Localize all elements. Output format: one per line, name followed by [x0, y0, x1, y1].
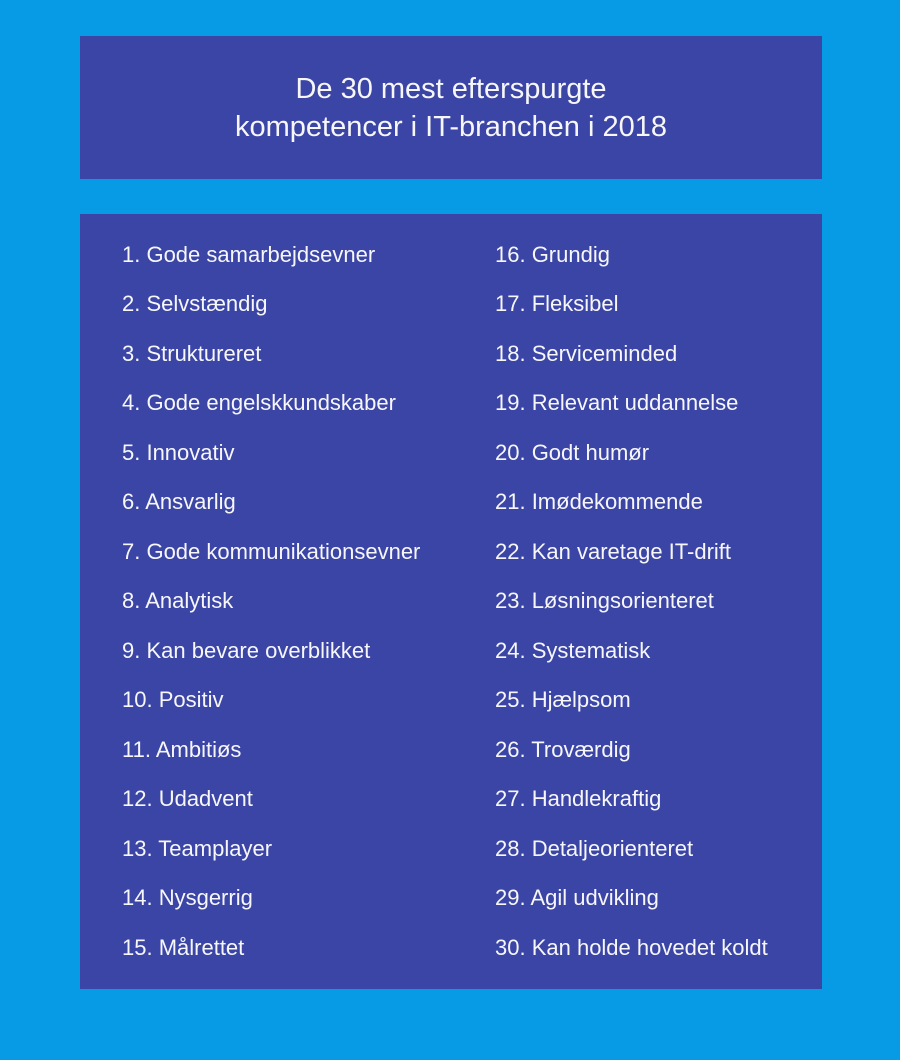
list-item: 6. Ansvarlig — [122, 489, 236, 515]
list-item: 20. Godt humør — [495, 439, 650, 465]
list-item: 10. Positiv — [122, 687, 224, 713]
list-item: 4. Gode engelskkundskaber — [122, 390, 396, 416]
list-item: 13. Teamplayer — [122, 835, 273, 861]
list-item: 14. Nysgerrig — [122, 885, 253, 911]
page-background: { "header": { "title_line1": "De 30 mest… — [0, 36, 900, 1060]
list-item: 21. Imødekommende — [495, 489, 703, 515]
list-item: 9. Kan bevare overblikket — [122, 637, 371, 663]
list-item: 7. Gode kommunikationsevner — [122, 538, 421, 564]
list-item: 8. Analytisk — [122, 588, 234, 614]
list-item: 28. Detaljeorienteret — [495, 835, 694, 861]
list-item: 12. Udadvent — [122, 786, 253, 812]
page-title-line2: kompetencer i IT-branchen i 2018 — [234, 110, 668, 143]
column-left: 1. Gode samarbejdsevner 2. Selvstændig 3. … — [122, 230, 495, 989]
list-item: 22. Kan varetage IT-drift — [495, 538, 732, 564]
list-item: 15. Målrettet — [122, 934, 245, 960]
list-item: 25. Hjælpsom — [495, 687, 631, 713]
list-item: 26. Troværdig — [495, 736, 631, 762]
list-item: 17. Fleksibel — [495, 291, 619, 317]
list-item: 2. Selvstændig — [122, 291, 268, 317]
list-item: 24. Systematisk — [495, 637, 651, 663]
list-item: 3. Struktureret — [122, 340, 262, 366]
list-panel: 1. Gode samarbejdsevner 2. Selvstændig 3. … — [80, 214, 822, 989]
list-item: 18. Serviceminded — [495, 340, 678, 366]
page-title-line1: De 30 mest efterspurgte — [295, 72, 607, 105]
list-item: 5. Innovativ — [122, 439, 235, 465]
column-right: 16. Grundig 17. Fleksibel 18. Serviceminde… — [495, 230, 822, 989]
list-item: 23. Løsningsorienteret — [495, 588, 714, 614]
list-item: 29. Agil udvikling — [495, 885, 659, 911]
list-item: 16. Grundig — [495, 241, 610, 267]
list-item: 11. Ambitiøs — [122, 736, 242, 762]
list-item: 27. Handlekraftig — [495, 786, 662, 812]
list-item: 19. Relevant uddannelse — [495, 390, 739, 416]
header-panel: De 30 mest efterspurgte kompetencer i IT… — [80, 36, 822, 179]
list-item: 30. Kan holde hovedet koldt — [495, 934, 768, 960]
list-item: 1. Gode samarbejdsevner — [122, 241, 376, 267]
